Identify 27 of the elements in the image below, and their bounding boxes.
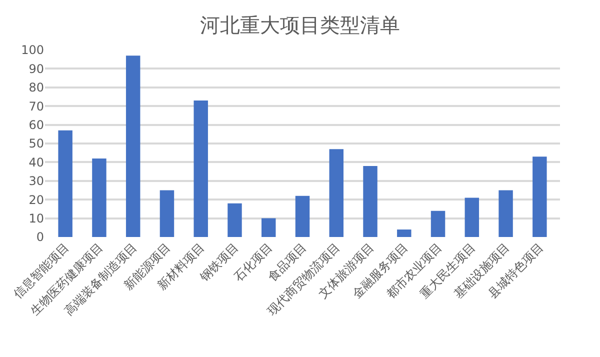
bar bbox=[160, 190, 174, 237]
bar bbox=[532, 156, 547, 237]
bar bbox=[194, 100, 208, 237]
y-tick-label: 90 bbox=[28, 62, 44, 76]
bar bbox=[262, 218, 276, 237]
y-tick-label: 0 bbox=[36, 230, 44, 244]
y-tick-label: 50 bbox=[28, 136, 44, 151]
bar bbox=[92, 158, 106, 237]
y-tick-label: 80 bbox=[28, 80, 44, 95]
y-tick-label: 100 bbox=[21, 43, 44, 58]
y-tick-label: 60 bbox=[28, 118, 44, 132]
bar bbox=[295, 196, 310, 237]
chart-title: 河北重大项目类型清单 bbox=[200, 12, 400, 37]
bar bbox=[498, 190, 513, 237]
y-tick-label: 10 bbox=[28, 212, 44, 226]
bar bbox=[58, 130, 72, 237]
y-tick-label: 70 bbox=[28, 99, 44, 114]
bar bbox=[397, 230, 412, 237]
y-tick-label: 20 bbox=[28, 192, 44, 207]
bar bbox=[363, 166, 378, 237]
bar bbox=[430, 210, 446, 237]
bar bbox=[228, 203, 242, 237]
bar bbox=[329, 149, 344, 237]
y-tick-label: 30 bbox=[28, 174, 44, 188]
bar bbox=[464, 198, 480, 237]
y-tick-label: 40 bbox=[28, 155, 44, 170]
bar bbox=[126, 56, 140, 237]
